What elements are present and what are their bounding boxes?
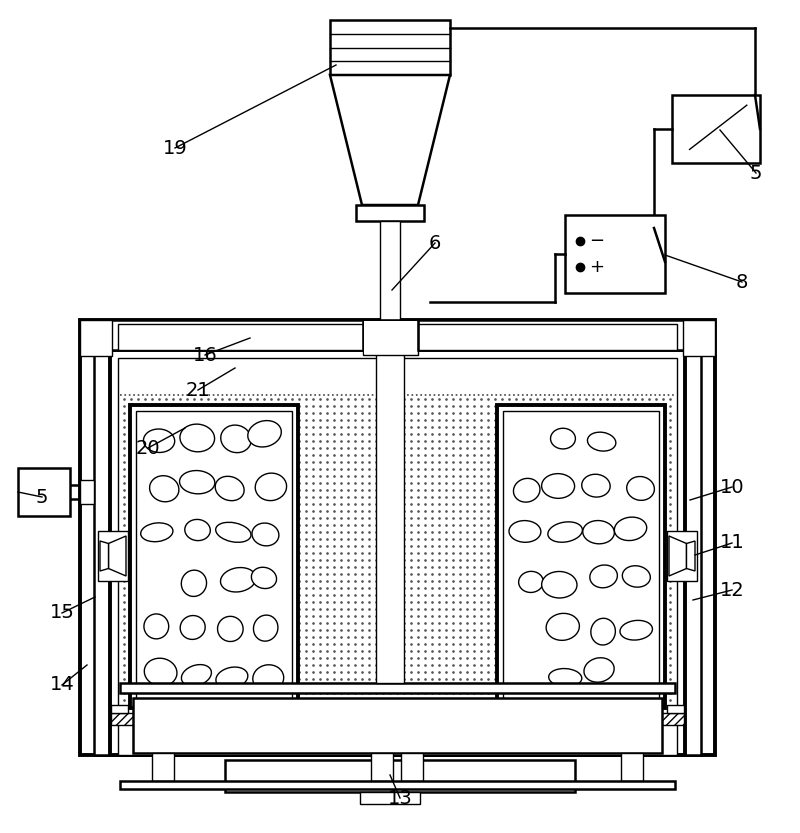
Bar — [503, 411, 659, 702]
Bar — [80, 320, 112, 356]
Text: 21: 21 — [186, 381, 210, 400]
Bar — [672, 95, 760, 163]
Ellipse shape — [182, 570, 206, 596]
Ellipse shape — [582, 474, 610, 497]
Ellipse shape — [179, 471, 215, 494]
Polygon shape — [100, 541, 109, 571]
Bar — [621, 753, 643, 781]
Ellipse shape — [215, 476, 244, 501]
Text: 12: 12 — [720, 581, 744, 600]
Polygon shape — [686, 541, 695, 571]
Ellipse shape — [182, 665, 211, 686]
Ellipse shape — [254, 615, 278, 641]
Ellipse shape — [514, 478, 540, 502]
Ellipse shape — [542, 474, 574, 498]
Ellipse shape — [144, 658, 177, 686]
Bar — [80, 320, 715, 755]
Bar — [118, 358, 677, 755]
Bar — [565, 215, 665, 293]
Text: 20: 20 — [136, 438, 160, 457]
Bar — [371, 753, 393, 781]
Bar — [152, 753, 174, 781]
Text: 19: 19 — [162, 138, 187, 157]
Ellipse shape — [185, 520, 210, 541]
Bar — [356, 205, 424, 221]
Ellipse shape — [587, 432, 616, 451]
Bar — [497, 405, 665, 708]
Ellipse shape — [548, 521, 582, 542]
Ellipse shape — [216, 522, 251, 542]
Bar — [376, 350, 404, 683]
Text: 6: 6 — [429, 233, 441, 252]
Ellipse shape — [144, 614, 169, 639]
Bar — [98, 531, 128, 581]
Bar — [18, 468, 70, 516]
Bar — [380, 221, 400, 550]
Bar — [362, 320, 418, 355]
Bar — [667, 705, 684, 713]
Bar — [111, 705, 128, 713]
Bar — [111, 713, 684, 725]
Text: −: − — [589, 232, 604, 250]
Bar — [667, 531, 697, 581]
Ellipse shape — [542, 571, 577, 598]
Ellipse shape — [622, 566, 650, 587]
Polygon shape — [669, 536, 686, 576]
Ellipse shape — [221, 425, 251, 452]
Bar — [118, 324, 677, 350]
Text: 16: 16 — [193, 346, 218, 365]
Ellipse shape — [218, 616, 243, 641]
Bar — [120, 781, 675, 789]
Bar — [225, 760, 575, 792]
Ellipse shape — [180, 424, 214, 451]
Text: +: + — [589, 258, 604, 277]
Ellipse shape — [518, 571, 543, 592]
Text: 10: 10 — [720, 477, 744, 496]
Bar — [136, 411, 292, 702]
Bar — [110, 320, 685, 350]
Ellipse shape — [591, 618, 615, 645]
Bar — [94, 334, 701, 755]
Text: 5: 5 — [36, 487, 48, 506]
Ellipse shape — [221, 567, 256, 592]
Text: 14: 14 — [50, 676, 74, 695]
Text: 5: 5 — [750, 163, 762, 182]
Text: 8: 8 — [736, 272, 748, 292]
Bar — [330, 20, 450, 75]
Ellipse shape — [216, 667, 248, 689]
Bar — [683, 320, 715, 356]
Bar — [120, 683, 675, 693]
Bar — [130, 405, 298, 708]
Text: 13: 13 — [388, 789, 412, 807]
Ellipse shape — [546, 613, 579, 641]
Ellipse shape — [180, 616, 205, 640]
Ellipse shape — [550, 428, 575, 449]
Ellipse shape — [620, 621, 653, 640]
Ellipse shape — [252, 523, 279, 546]
Ellipse shape — [509, 521, 541, 542]
Ellipse shape — [251, 567, 277, 589]
Ellipse shape — [150, 476, 179, 501]
Ellipse shape — [255, 473, 286, 501]
Text: 11: 11 — [720, 533, 744, 552]
Bar — [133, 698, 662, 753]
Bar — [80, 480, 94, 504]
Text: 15: 15 — [50, 603, 74, 622]
Ellipse shape — [143, 429, 174, 452]
Ellipse shape — [582, 521, 614, 544]
Ellipse shape — [253, 665, 284, 691]
Polygon shape — [109, 536, 126, 576]
Ellipse shape — [626, 476, 654, 501]
Ellipse shape — [549, 669, 582, 686]
Ellipse shape — [141, 523, 173, 541]
Bar — [360, 792, 420, 804]
Bar — [363, 321, 417, 354]
Polygon shape — [330, 75, 450, 205]
Ellipse shape — [584, 658, 614, 682]
Bar — [110, 350, 685, 755]
Ellipse shape — [590, 565, 618, 588]
Bar — [401, 753, 423, 781]
Ellipse shape — [614, 517, 646, 541]
Ellipse shape — [248, 421, 282, 447]
